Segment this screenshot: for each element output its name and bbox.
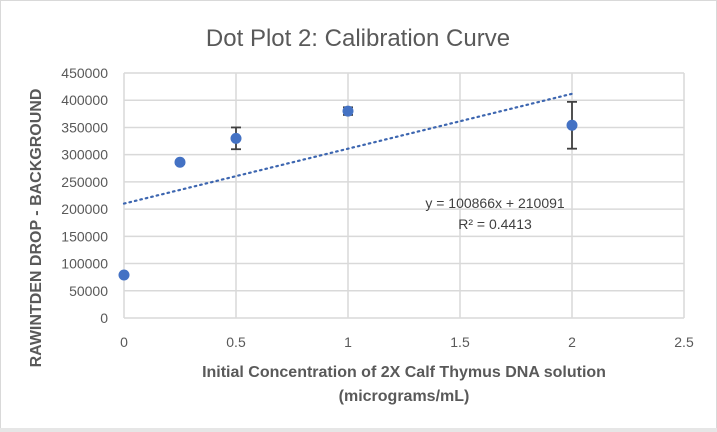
data-points bbox=[118, 105, 578, 281]
data-point bbox=[566, 119, 578, 131]
trendline-equation: y = 100866x + 210091 bbox=[425, 195, 565, 211]
x-axis-title-line-1: Initial Concentration of 2X Calf Thymus … bbox=[202, 364, 606, 381]
y-tick-label: 400000 bbox=[61, 92, 108, 108]
data-point bbox=[174, 156, 186, 168]
y-tick-label: 450000 bbox=[61, 65, 108, 81]
x-tick-label: 1.5 bbox=[450, 334, 470, 350]
y-tick-label: 250000 bbox=[61, 174, 108, 190]
x-tick-label: 2 bbox=[568, 334, 576, 350]
data-point bbox=[118, 269, 130, 281]
y-tick-label: 50000 bbox=[69, 283, 108, 299]
bottom-strip bbox=[0, 428, 717, 432]
data-point bbox=[230, 132, 242, 144]
y-tick-label: 0 bbox=[100, 310, 108, 326]
x-tick-label: 1 bbox=[344, 334, 352, 350]
y-tick-label: 100000 bbox=[61, 256, 108, 272]
x-tick-label: 0.5 bbox=[226, 334, 246, 350]
trendline-r-squared: R² = 0.4413 bbox=[458, 216, 532, 232]
trendline bbox=[122, 92, 574, 205]
data-point bbox=[342, 105, 354, 117]
chart-title: Dot Plot 2: Calibration Curve bbox=[206, 25, 510, 52]
x-tick-label: 0 bbox=[120, 334, 128, 350]
y-tick-labels: 0 50000 100000 150000 200000 250000 300000 3500… bbox=[61, 65, 108, 326]
x-tick-label: 2.5 bbox=[674, 334, 694, 350]
y-tick-label: 300000 bbox=[61, 147, 108, 163]
y-tick-label: 150000 bbox=[61, 228, 108, 244]
y-axis-title: RAWINTDEN DROP - BACKGROUND bbox=[28, 89, 45, 368]
x-axis-title-line-2: (micrograms/mL) bbox=[339, 388, 470, 405]
x-tick-labels: 0 0.5 1 1.5 2 2.5 bbox=[120, 334, 694, 350]
grid-lines bbox=[123, 72, 685, 319]
trendline-group bbox=[122, 92, 574, 205]
y-tick-label: 200000 bbox=[61, 201, 108, 217]
y-tick-label: 350000 bbox=[61, 119, 108, 135]
